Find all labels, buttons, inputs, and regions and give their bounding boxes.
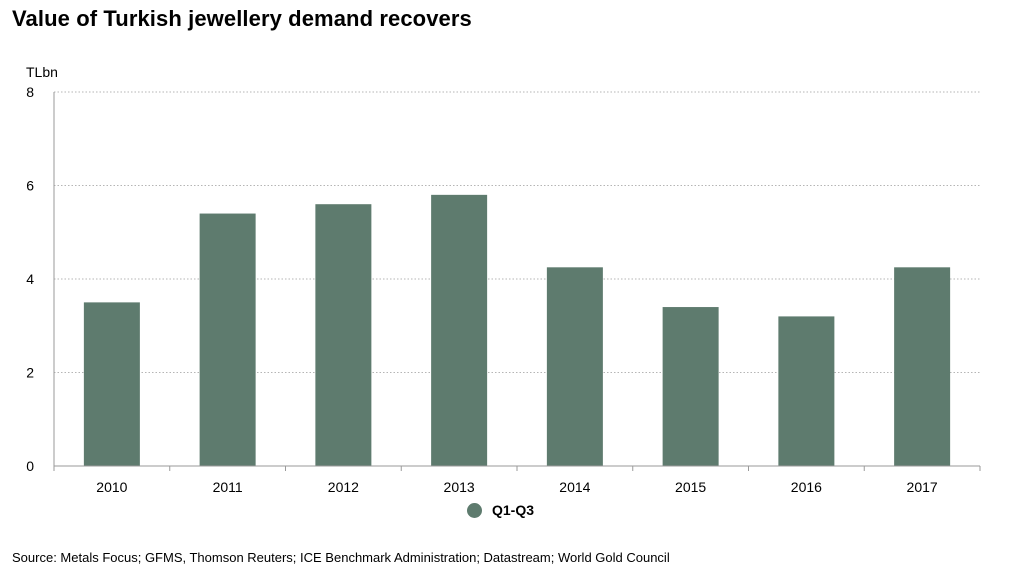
x-tick-label-2017: 2017 [907, 479, 938, 495]
x-tick-label-2013: 2013 [444, 479, 475, 495]
legend-swatch-icon [467, 502, 482, 518]
bars [83, 194, 951, 466]
x-tick-label-2014: 2014 [559, 479, 590, 495]
x-tick-label-2011: 2011 [213, 479, 243, 495]
bar-2012 [315, 204, 372, 466]
x-tick-label-2015: 2015 [675, 479, 706, 495]
x-tick-label-2016: 2016 [791, 479, 822, 495]
y-axis-ticks: 0 2 4 6 8 [26, 84, 34, 474]
chart-title: Value of Turkish jewellery demand recove… [12, 6, 472, 31]
legend-item-q1-q3: Q1-Q3 [467, 502, 534, 518]
bar-2015 [662, 307, 719, 466]
legend-label: Q1-Q3 [492, 502, 535, 518]
axes [53, 92, 981, 471]
y-tick-label-2: 2 [26, 365, 34, 381]
bar-2011 [199, 213, 256, 466]
y-tick-label-4: 4 [26, 271, 34, 287]
y-tick-label-6: 6 [26, 178, 34, 194]
y-axis-unit-label: TLbn [26, 64, 58, 80]
x-axis-ticks: 2010 2011 2012 2013 2014 2015 2016 2017 [96, 479, 938, 495]
bar-2013 [431, 194, 488, 466]
gridlines [54, 91, 980, 373]
bar-2010 [83, 302, 140, 466]
y-tick-label-0: 0 [26, 458, 34, 474]
x-tick-label-2012: 2012 [328, 479, 359, 495]
bar-2017 [894, 267, 951, 466]
bar-2016 [778, 316, 835, 466]
y-tick-label-8: 8 [26, 84, 34, 100]
x-tick-label-2010: 2010 [96, 479, 127, 495]
bar-2014 [546, 267, 603, 466]
source-note: Source: Metals Focus; GFMS, Thomson Reut… [12, 550, 670, 565]
legend: Q1-Q3 [0, 502, 1024, 524]
